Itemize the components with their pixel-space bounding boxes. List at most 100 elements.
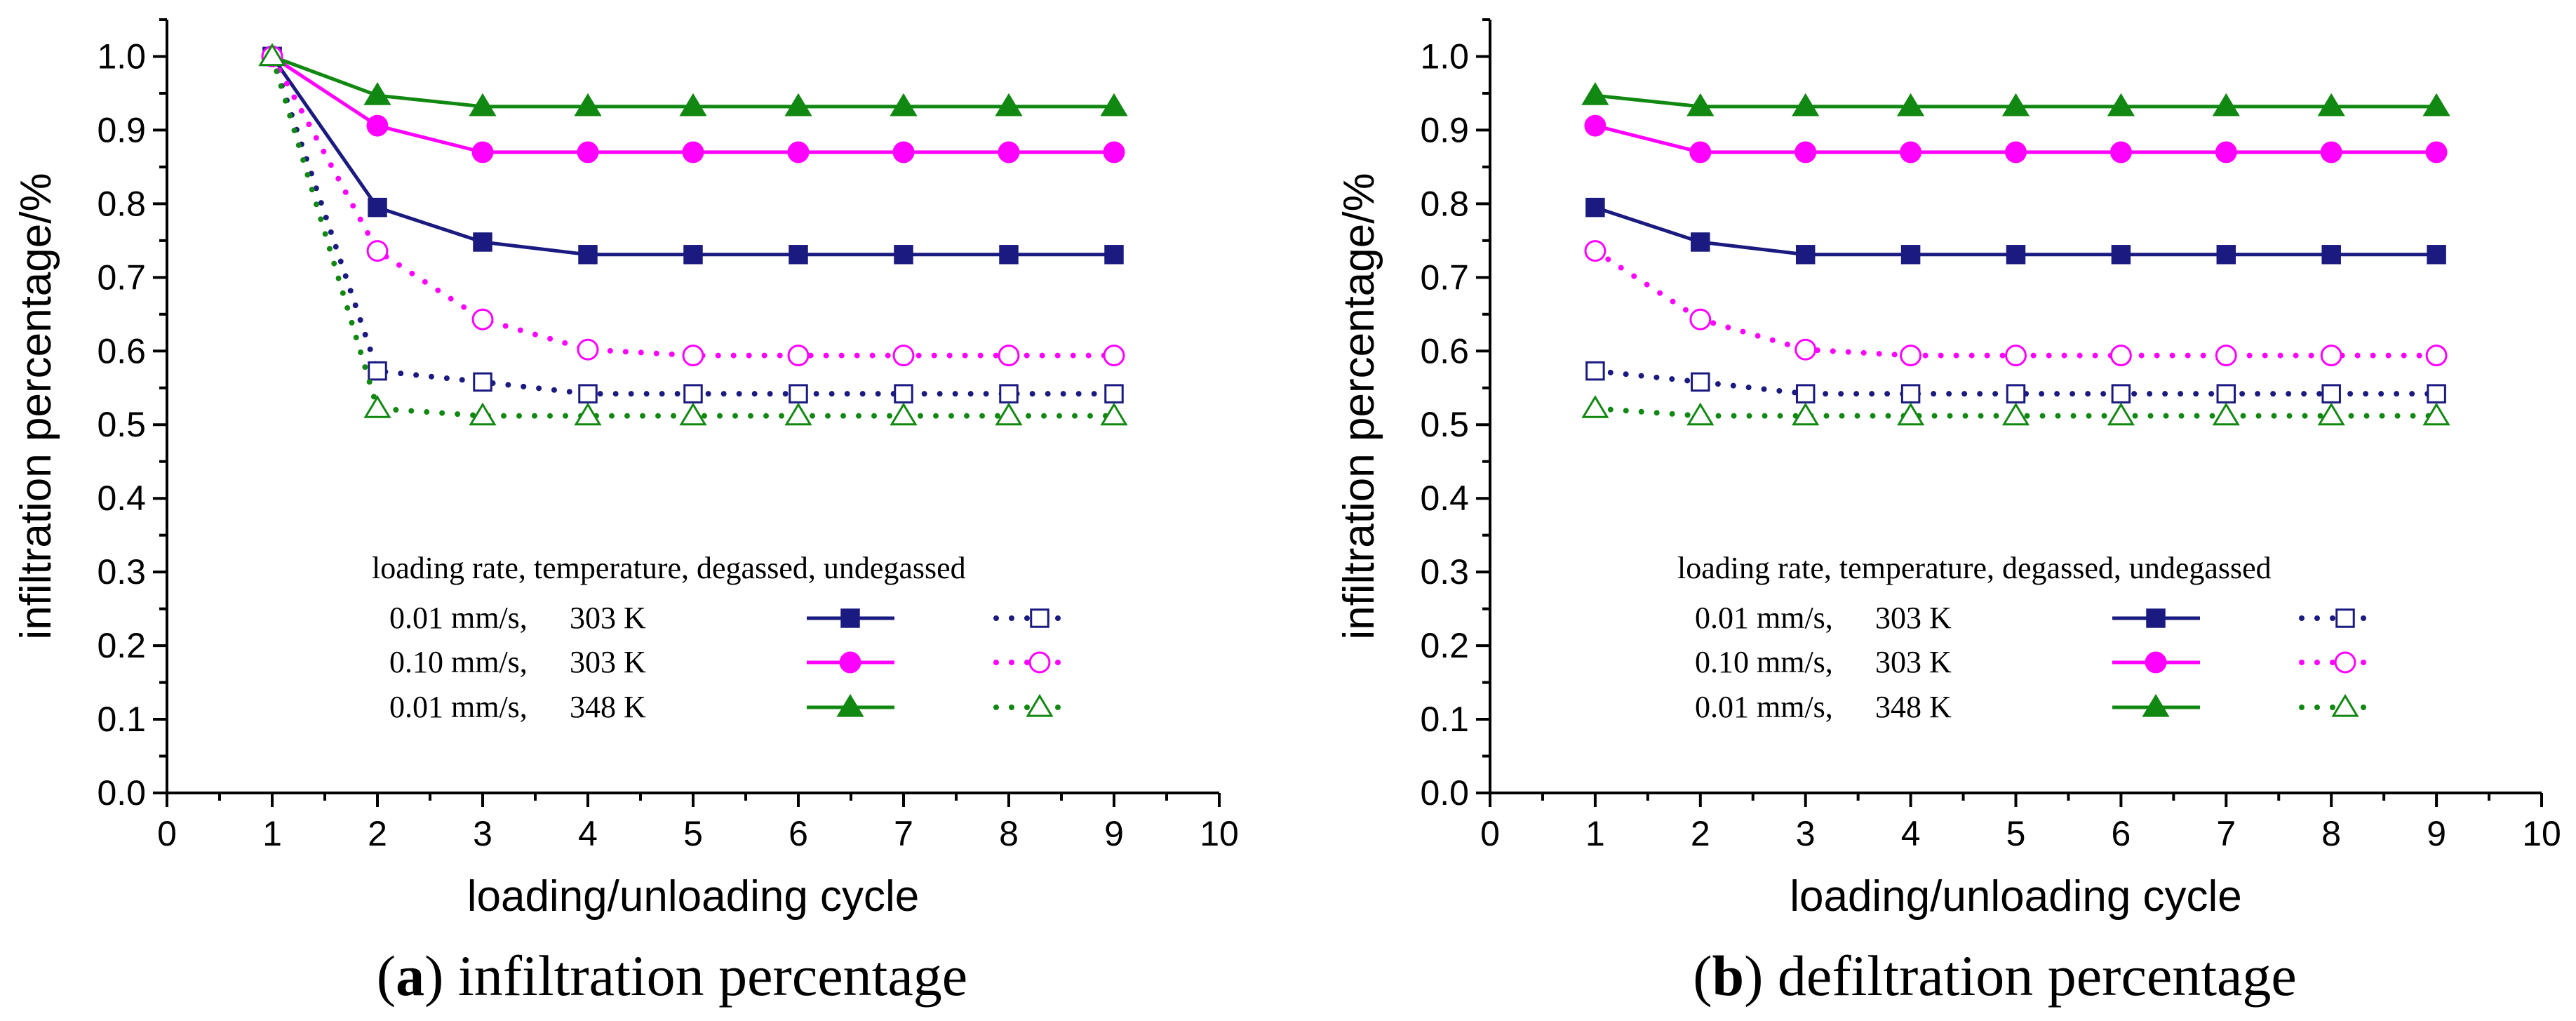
data-point	[1795, 141, 1817, 164]
x-tick-label: 0	[1480, 814, 1500, 853]
data-point	[574, 402, 602, 426]
legend-rate: 0.01 mm/s,	[1695, 690, 1833, 724]
data-point	[892, 345, 915, 367]
y-tick-label: 1.0	[97, 36, 146, 76]
data-point	[998, 345, 1020, 367]
y-tick-label: 0.0	[1420, 773, 1469, 813]
x-tick-label: 5	[2006, 814, 2026, 853]
caption-text: defiltration percentage	[1778, 944, 2297, 1008]
data-point	[1900, 384, 1921, 403]
legend: loading rate, temperature, degassed, und…	[372, 551, 1066, 724]
data-point	[1103, 141, 1125, 164]
y-tick-label: 0.1	[97, 700, 146, 739]
data-point	[1584, 114, 1606, 137]
caption-close-paren: )	[1744, 944, 1778, 1008]
legend-marker	[1026, 693, 1054, 717]
data-point	[998, 141, 1020, 164]
x-tick-label: 1	[1585, 814, 1605, 853]
data-point	[787, 345, 810, 367]
data-point	[363, 395, 391, 418]
data-point	[2320, 345, 2342, 367]
data-point	[1104, 245, 1124, 265]
data-point	[2111, 384, 2131, 403]
data-point	[2001, 402, 2030, 426]
x-tick-label: 3	[473, 814, 492, 853]
legend-marker	[2146, 608, 2166, 628]
data-point	[2216, 245, 2236, 265]
data-point	[2109, 141, 2132, 164]
data-point	[1585, 197, 1605, 218]
data-point	[1689, 141, 1712, 164]
legend-marker	[2145, 651, 2167, 674]
y-tick-label: 0.5	[1420, 405, 1469, 444]
data-point	[1900, 345, 1922, 367]
data-point	[2427, 245, 2446, 265]
x-tick-label: 9	[1104, 814, 1124, 853]
data-point	[2212, 93, 2240, 116]
x-tick-label: 2	[368, 814, 387, 853]
data-point	[2321, 245, 2341, 265]
data-point	[1581, 82, 1609, 105]
data-point	[2005, 141, 2027, 164]
x-tick-label: 6	[2111, 814, 2131, 853]
data-point	[2425, 345, 2448, 367]
data-point	[2111, 245, 2131, 265]
legend-marker	[1030, 608, 1049, 628]
data-point	[2107, 402, 2135, 426]
data-point	[1100, 402, 1128, 426]
data-point	[1691, 232, 1710, 252]
data-point	[787, 141, 810, 164]
legend: loading rate, temperature, degassed, und…	[1677, 551, 2371, 724]
data-point	[1581, 395, 1609, 418]
y-tick-label: 0.3	[1420, 552, 1469, 592]
data-point	[1792, 93, 1820, 116]
x-tick-label: 10	[2522, 814, 2561, 853]
data-point	[366, 114, 389, 137]
data-point	[473, 372, 492, 392]
data-point	[999, 245, 1019, 265]
legend-marker	[836, 693, 864, 717]
y-tick-label: 0.0	[97, 773, 146, 813]
data-point	[1100, 93, 1128, 116]
caption-close-paren: )	[424, 944, 458, 1008]
y-tick-label: 0.7	[1420, 258, 1469, 297]
x-axis-title: loading/unloading cycle	[1790, 872, 2242, 921]
data-point	[2317, 93, 2345, 116]
data-point	[2006, 384, 2026, 403]
legend-marker	[2142, 693, 2170, 717]
data-point	[2215, 345, 2237, 367]
series-line	[269, 53, 1117, 359]
data-point	[1900, 141, 1922, 164]
data-point	[366, 240, 389, 262]
series-line	[1592, 406, 2440, 419]
data-point	[2215, 141, 2237, 164]
data-point	[1795, 245, 1816, 265]
data-point	[683, 245, 703, 265]
data-point	[577, 338, 599, 361]
data-point	[995, 93, 1023, 116]
data-point	[1900, 245, 1921, 265]
legend-header: loading rate, temperature, degassed, und…	[1677, 551, 2272, 585]
x-tick-label: 3	[1796, 814, 1816, 853]
caption-open-paren: (	[377, 944, 396, 1008]
panel-caption: (a) infiltration percentage	[377, 944, 967, 1008]
data-point	[679, 93, 707, 116]
y-axis-title: infiltration percentage/%	[1335, 173, 1383, 639]
x-tick-label: 8	[999, 814, 1019, 853]
data-point	[1691, 372, 1710, 392]
caption-open-paren: (	[1693, 944, 1712, 1008]
legend-marker	[2331, 693, 2359, 717]
legend-temperature: 303 K	[570, 601, 646, 635]
legend-marker	[1028, 651, 1051, 674]
data-point	[2422, 402, 2450, 426]
data-point	[682, 141, 704, 164]
data-point	[2321, 384, 2341, 403]
data-point	[2005, 345, 2027, 367]
data-point	[682, 345, 704, 367]
panel-b: 0 1 2 3 4 5 6 7 8 9 10 0.0 0.1 0.2 0.3 0.4 0.5 0.6 0.7 0.8 0…	[1335, 18, 2561, 1008]
data-point	[2427, 384, 2446, 403]
data-point	[1896, 402, 1925, 426]
legend-header: loading rate, temperature, degassed, und…	[372, 551, 966, 585]
data-point	[2216, 384, 2236, 403]
legend-temperature: 348 K	[570, 690, 646, 724]
